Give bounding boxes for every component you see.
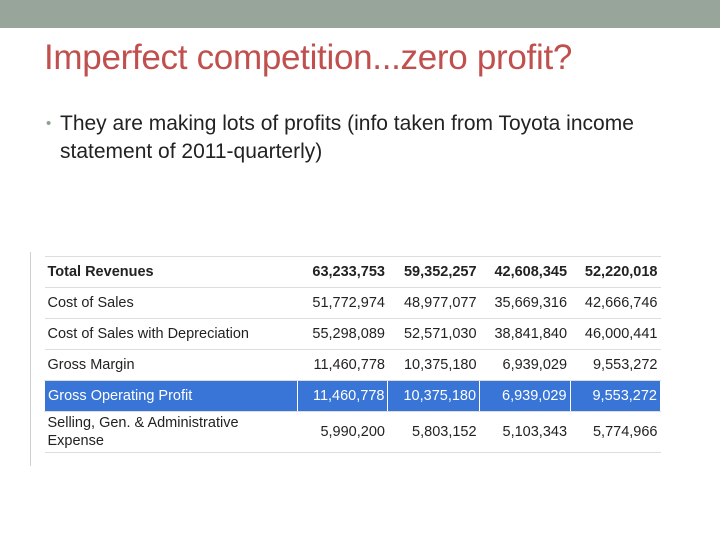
cell-q1: 11,460,778: [297, 349, 388, 381]
table-row-gross-operating-profit-selected[interactable]: Gross Operating Profit 11,460,778 10,375…: [44, 380, 662, 412]
cell-q3: 42,608,345: [479, 256, 571, 288]
cell-q3: 6,939,029: [479, 349, 571, 381]
row-label: Cost of Sales with Depreciation: [44, 318, 298, 350]
cell-q3: 35,669,316: [479, 287, 571, 319]
table-row-sga-expense: Selling, Gen. & Administrative Expense 5…: [44, 411, 661, 453]
cell-q4: 5,774,966: [570, 411, 661, 453]
cell-q2: 5,803,152: [387, 411, 480, 453]
cell-q3: 6,939,029: [479, 380, 571, 412]
row-label: Total Revenues: [44, 256, 298, 288]
table-row-gross-margin: Gross Margin 11,460,778 10,375,180 6,939…: [44, 349, 661, 381]
cell-q4: 46,000,441: [570, 318, 661, 350]
slide-title: Imperfect competition...zero profit?: [44, 38, 573, 77]
bullet-point: • They are making lots of profits (info …: [46, 110, 666, 166]
cell-q4: 9,553,272: [569, 380, 662, 412]
cell-q2: 10,375,180: [387, 349, 480, 381]
cell-q4: 42,666,746: [570, 287, 661, 319]
table-row-cost-of-sales: Cost of Sales 51,772,974 48,977,077 35,6…: [44, 287, 661, 319]
row-label: Gross Margin: [44, 349, 298, 381]
cell-q2: 48,977,077: [387, 287, 480, 319]
top-accent-bar: [0, 0, 720, 28]
bullet-text: They are making lots of profits (info ta…: [60, 112, 634, 163]
row-label: Selling, Gen. & Administrative Expense: [44, 411, 298, 453]
table-row-cost-of-sales-with-depreciation: Cost of Sales with Depreciation 55,298,0…: [44, 318, 661, 350]
cell-q4: 52,220,018: [570, 256, 661, 288]
cell-q2: 59,352,257: [387, 256, 480, 288]
cell-q2: 52,571,030: [387, 318, 480, 350]
row-label: Gross Operating Profit: [44, 380, 298, 412]
cell-q1: 5,990,200: [297, 411, 388, 453]
cell-q1: 51,772,974: [297, 287, 388, 319]
cell-q1: 55,298,089: [297, 318, 388, 350]
cell-q1: 11,460,778: [296, 380, 389, 412]
cell-q3: 38,841,840: [479, 318, 571, 350]
cell-q3: 5,103,343: [479, 411, 571, 453]
row-label: Cost of Sales: [44, 287, 298, 319]
cell-q4: 9,553,272: [570, 349, 661, 381]
cell-q1: 63,233,753: [297, 256, 388, 288]
income-statement-table: Total Revenues 63,233,753 59,352,257 42,…: [44, 256, 662, 453]
cell-q2: 10,375,180: [387, 380, 481, 412]
table-row-total-revenues: Total Revenues 63,233,753 59,352,257 42,…: [44, 256, 661, 288]
left-divider: [30, 252, 31, 466]
bullet-dot-icon: •: [46, 115, 52, 132]
